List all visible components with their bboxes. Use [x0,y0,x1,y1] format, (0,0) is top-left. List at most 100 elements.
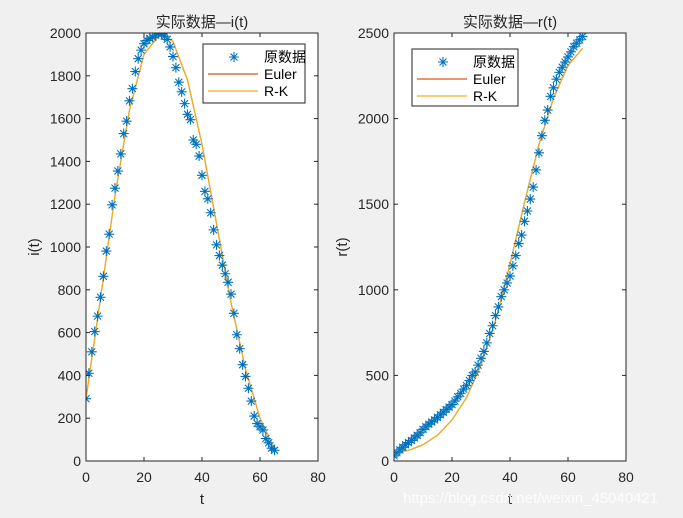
data-point-marker [426,416,437,427]
data-point-marker [211,239,222,250]
legend-label: Euler [264,66,297,82]
x-tick-label: 40 [502,469,518,485]
y-tick-label: 1500 [358,196,389,212]
y-tick-label: 2000 [50,25,81,41]
data-point-marker [89,326,100,337]
data-point-marker [502,277,513,288]
x-tick-label: 60 [560,469,576,485]
data-point-marker [162,34,173,45]
y-tick-label: 1600 [50,111,81,127]
x-tick-label: 80 [310,469,326,485]
legend-label: Euler [473,71,506,87]
data-point-marker [260,433,271,444]
y-tick-label: 1000 [50,239,81,255]
data-point-marker [563,51,573,62]
y-tick-label: 600 [58,325,82,341]
x-tick-label: 20 [444,469,460,485]
data-point-marker [220,268,231,279]
data-point-marker [496,291,507,302]
data-point-marker [481,337,492,348]
data-point-marker [565,46,576,57]
data-point-marker [98,271,109,282]
y-tick-label: 1200 [50,196,81,212]
plot-title: 实际数据—r(t) [463,14,557,31]
legend-label: R-K [264,83,289,99]
data-point-marker [133,53,144,64]
data-point-marker [127,83,138,94]
x-axis-label: t [508,491,513,508]
data-point-marker [234,343,245,354]
data-point-marker [534,147,544,158]
data-point-marker [493,301,504,312]
data-point-marker [214,250,225,261]
legend-label: 原数据 [473,54,515,70]
data-point-marker [124,95,135,106]
data-point-marker [499,284,510,295]
legend-label: R-K [473,88,498,104]
data-point-marker [107,199,118,210]
data-point-marker [95,292,106,303]
data-point-marker [507,260,518,271]
y-tick-label: 1800 [50,68,81,84]
y-axis-label: r(t) [334,237,351,256]
data-point-marker [449,396,460,407]
data-point-marker [197,170,207,181]
data-point-marker [104,229,115,240]
data-point-marker [185,114,196,125]
plot-title: 实际数据—i(t) [156,14,249,31]
data-point-marker [249,411,260,422]
data-point-marker [455,388,466,399]
data-point-marker [519,216,530,227]
data-point-marker [516,230,527,241]
data-point-marker [510,250,521,261]
plot-infected: 0 20 40 60 800200400600800100012001400160018… [26,14,326,508]
x-tick-label: 80 [618,469,634,485]
data-point-marker [560,57,571,68]
data-point-marker [110,183,120,194]
y-axis-label: i(t) [26,238,43,256]
plot-recovered: 0 20 40 60 80 0 500 1000 1500 2000 2500 实际数据—r(t) t r… [334,14,634,508]
data-point-marker [551,74,562,85]
data-point-marker [473,360,484,371]
data-point-marker [531,164,542,175]
x-axis-label: t [200,491,205,508]
data-point-marker [173,77,184,88]
data-point-marker [269,445,280,456]
data-point-marker [505,271,515,282]
y-tick-label: 500 [366,367,390,383]
x-tick-label: 0 [82,469,90,485]
data-point-marker [263,437,274,448]
data-point-marker [542,105,553,116]
data-point-marker [557,62,568,73]
data-point-marker [226,289,236,300]
data-point-marker [165,41,176,52]
data-point-marker [208,224,219,235]
data-point-marker [484,328,495,339]
y-tick-label: 0 [73,453,81,469]
data-point-marker [243,383,254,394]
y-tick-label: 800 [58,282,82,298]
line-rk [86,34,276,450]
data-point-marker [554,67,565,78]
x-tick-label: 40 [194,469,210,485]
x-tick-label: 60 [252,469,268,485]
data-point-marker [228,308,239,319]
y-tick-label: 2500 [358,25,389,41]
x-tick-label: 0 [390,469,398,485]
watermark: https://blog.csdn.net/weixin_45040421 [403,490,659,507]
data-point-marker [179,98,190,109]
data-point-marker [403,437,414,448]
data-point-marker [182,109,193,120]
data-point-marker [136,45,147,56]
data-point-marker [194,151,205,162]
data-point-marker [257,424,268,435]
x-tick-label: 20 [136,469,152,485]
data-point-marker [545,91,556,102]
y-tick-label: 1000 [358,282,389,298]
data-point-marker [144,33,155,44]
data-point-marker [237,359,248,370]
data-point-marker [223,277,234,288]
